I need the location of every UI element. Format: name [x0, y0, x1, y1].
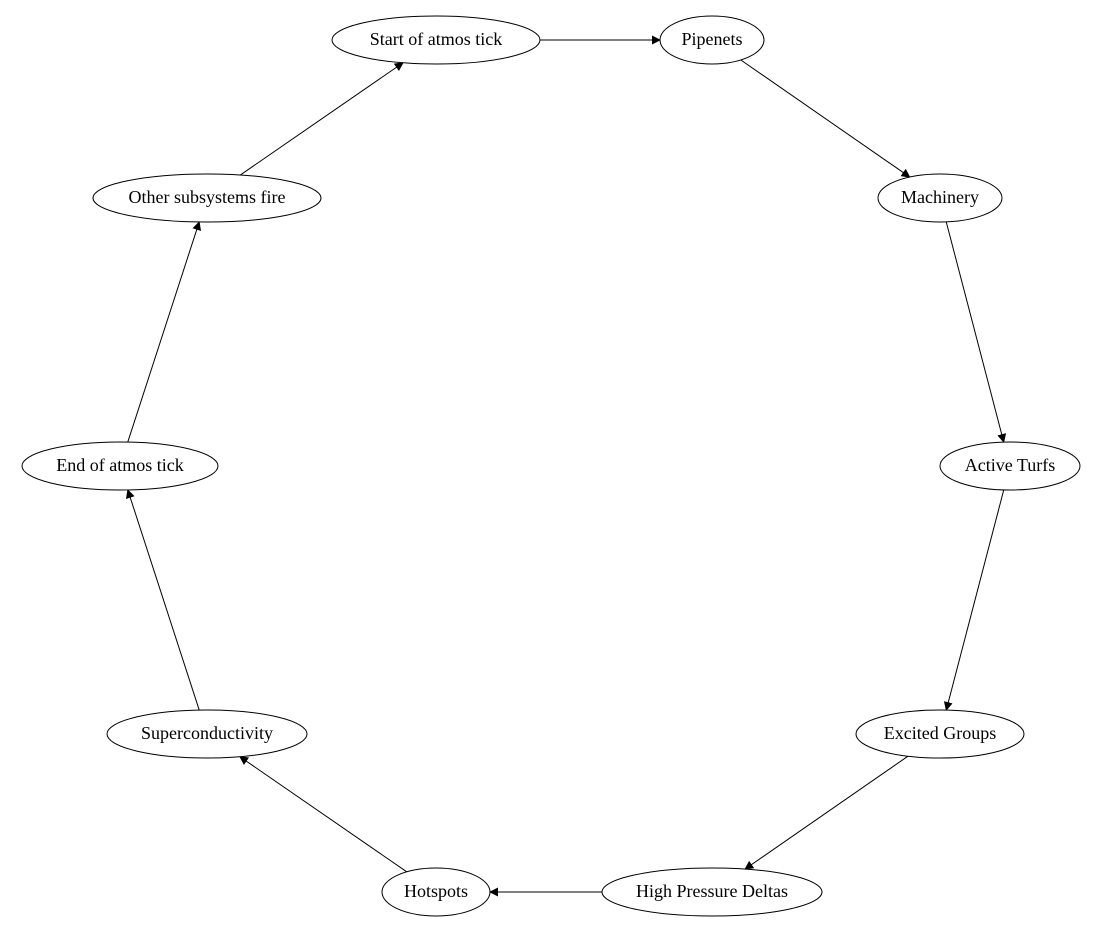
- node: Machinery: [878, 174, 1002, 222]
- node: Other subsystems fire: [93, 174, 321, 222]
- edges-group: [128, 40, 1004, 892]
- node: High Pressure Deltas: [602, 868, 822, 916]
- node: Start of atmos tick: [332, 16, 540, 64]
- edge: [745, 756, 908, 869]
- node-label: Superconductivity: [141, 723, 273, 743]
- node-label: Other subsystems fire: [129, 187, 286, 207]
- edge: [128, 222, 199, 442]
- node-label: Excited Groups: [884, 723, 996, 743]
- edge: [240, 63, 403, 175]
- edge: [240, 757, 407, 872]
- node: Hotspots: [382, 868, 490, 916]
- node: Pipenets: [660, 16, 764, 64]
- node-label: End of atmos tick: [56, 455, 183, 475]
- edge: [741, 60, 910, 177]
- edge: [946, 490, 1004, 710]
- node: Active Turfs: [940, 442, 1080, 490]
- node: End of atmos tick: [22, 442, 218, 490]
- node-label: Pipenets: [682, 29, 743, 49]
- node-label: Start of atmos tick: [370, 29, 502, 49]
- node-label: High Pressure Deltas: [636, 881, 788, 901]
- edge: [946, 222, 1004, 442]
- diagram-canvas: Start of atmos tick Pipenets Machinery Acti…: [0, 0, 1106, 933]
- node-label: Hotspots: [404, 881, 468, 901]
- node: Superconductivity: [107, 710, 307, 758]
- node-label: Active Turfs: [965, 455, 1056, 475]
- nodes-group: Start of atmos tick Pipenets Machinery Acti…: [22, 16, 1080, 916]
- node-label: Machinery: [901, 187, 979, 207]
- node: Excited Groups: [856, 710, 1024, 758]
- edge: [128, 490, 199, 710]
